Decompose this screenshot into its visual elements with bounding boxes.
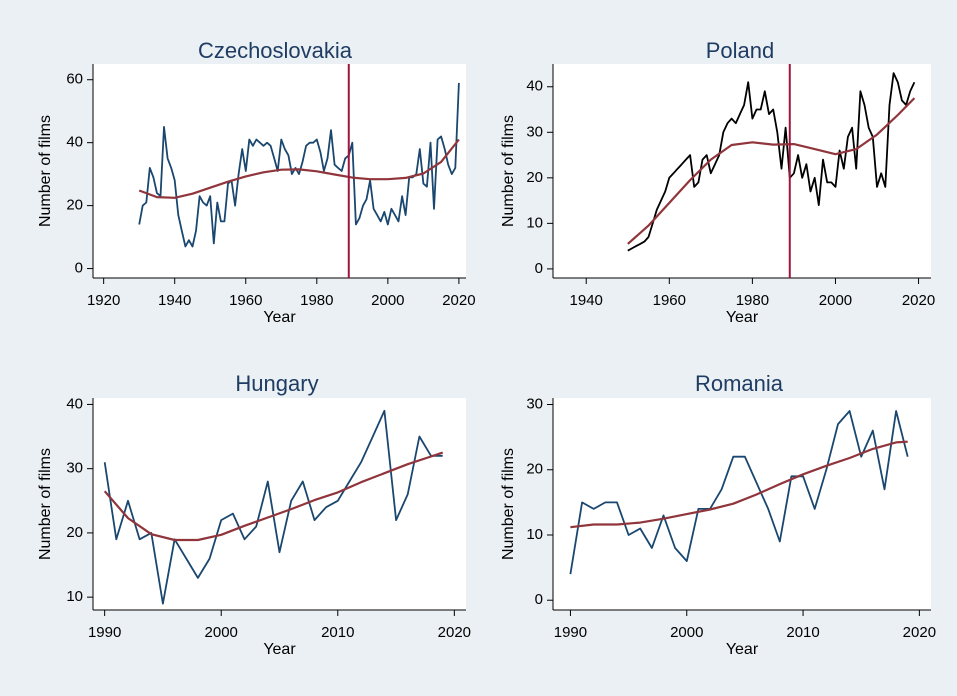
x-tick-label: 1980 <box>736 292 769 309</box>
series-line-films <box>103 409 443 605</box>
panel-title: Poland <box>706 38 775 63</box>
y-tick-label: 20 <box>66 197 83 214</box>
panel-hungary: Hungary 10 20 30 40 1990 2000 2010 2020 Year Numbe… <box>37 371 471 658</box>
panel-poland: Poland 0 10 20 30 40 1940 1960 1980 2000 2020 Year N… <box>500 38 935 326</box>
series-line-trend <box>138 138 460 199</box>
plot-area <box>93 398 466 610</box>
series-line-trend <box>627 97 916 245</box>
x-tick-label: 2020 <box>438 624 471 641</box>
y-axis-label: Number of films <box>37 448 54 560</box>
plot-area <box>553 398 931 610</box>
y-tick-label: 20 <box>66 524 83 541</box>
series-line-trend <box>570 440 908 529</box>
x-tick-label: 2000 <box>670 624 703 641</box>
y-tick-label: 0 <box>75 260 83 277</box>
x-tick-label: 2010 <box>321 624 354 641</box>
y-tick-label: 60 <box>66 71 83 88</box>
x-tick-label: 1940 <box>158 292 191 309</box>
x-tick-label: 2020 <box>902 292 935 309</box>
x-axis-label: Year <box>726 309 759 326</box>
x-tick-label: 1990 <box>554 624 587 641</box>
y-tick-label: 10 <box>526 214 543 231</box>
x-tick-label: 1920 <box>87 292 120 309</box>
y-tick-label: 0 <box>535 260 543 277</box>
x-axis-label: Year <box>263 309 296 326</box>
y-tick-label: 30 <box>526 395 543 412</box>
x-tick-label: 1990 <box>88 624 121 641</box>
y-axis-label: Number of films <box>500 115 517 227</box>
panel-title: Hungary <box>235 371 318 396</box>
x-tick-label: 2000 <box>371 292 404 309</box>
y-tick-label: 10 <box>526 526 543 543</box>
y-tick-label: 40 <box>66 395 83 412</box>
x-tick-label: 2000 <box>819 292 852 309</box>
series-line-trend <box>103 451 444 542</box>
y-tick-label: 0 <box>535 591 543 608</box>
y-axis-label: Number of films <box>37 115 54 227</box>
y-tick-label: 40 <box>66 134 83 151</box>
y-tick-label: 30 <box>526 123 543 140</box>
x-tick-label: 2000 <box>205 624 238 641</box>
x-tick-label: 1940 <box>570 292 603 309</box>
y-axis-label: Number of films <box>500 448 517 560</box>
series-line-films <box>569 410 909 575</box>
panel-title: Czechoslovakia <box>198 38 353 63</box>
x-tick-label: 2010 <box>786 624 819 641</box>
y-tick-label: 40 <box>526 78 543 95</box>
panel-romania: Romania 0 10 20 30 1990 2000 2010 2020 Year Number… <box>500 371 936 658</box>
panel-title: Romania <box>695 371 784 396</box>
y-tick-label: 10 <box>66 588 83 605</box>
y-tick-label: 20 <box>526 169 543 186</box>
y-tick-label: 30 <box>66 460 83 477</box>
series-line-films <box>627 72 916 252</box>
series-line-films <box>138 82 460 248</box>
x-tick-label: 2020 <box>442 292 475 309</box>
plot-area <box>553 64 931 278</box>
x-tick-label: 1960 <box>229 292 262 309</box>
x-tick-label: 1980 <box>300 292 333 309</box>
x-axis-label: Year <box>263 641 296 658</box>
x-tick-label: 1960 <box>653 292 686 309</box>
x-axis-label: Year <box>726 641 759 658</box>
panel-czechoslovakia: Czechoslovakia 0 20 40 60 1920 1940 1960 1980 200… <box>37 38 476 326</box>
x-tick-label: 2020 <box>903 624 936 641</box>
y-tick-label: 20 <box>526 461 543 478</box>
